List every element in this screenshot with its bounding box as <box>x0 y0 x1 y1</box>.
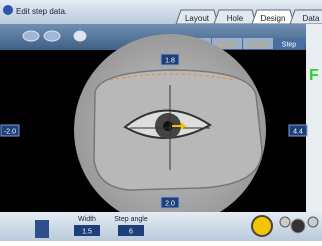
value-label: 2.0 <box>165 201 175 208</box>
tab-label[interactable]: Design <box>261 14 286 23</box>
subtab-label[interactable]: Step <box>282 42 297 49</box>
button[interactable] <box>44 31 60 41</box>
field-label: Width <box>78 216 96 223</box>
field-value[interactable]: 6 <box>129 229 133 236</box>
knob[interactable] <box>252 216 272 236</box>
button[interactable] <box>74 31 86 41</box>
value-label: 4.4 <box>293 129 303 136</box>
field-value[interactable]: 1.5 <box>82 229 92 236</box>
button[interactable] <box>23 31 39 41</box>
tab-label[interactable]: Hole <box>227 14 244 23</box>
button[interactable] <box>280 217 290 227</box>
side-label: F <box>309 67 319 84</box>
side-panel <box>306 24 322 212</box>
value-label: -2.0 <box>4 129 16 136</box>
subtab-label[interactable]: Bevel <box>218 42 236 49</box>
tab-label[interactable]: Data <box>303 14 320 23</box>
pupil <box>163 121 173 131</box>
button[interactable] <box>308 217 318 227</box>
tab-label[interactable]: Layout <box>185 14 210 23</box>
subtab-label[interactable]: Facet <box>249 42 267 49</box>
field-label: Step angle <box>114 216 148 223</box>
value-label: 1.8 <box>165 58 175 65</box>
button[interactable] <box>291 219 305 233</box>
title: Edit step data. <box>16 7 67 16</box>
tool-icon <box>35 220 49 238</box>
info-icon <box>3 5 13 15</box>
